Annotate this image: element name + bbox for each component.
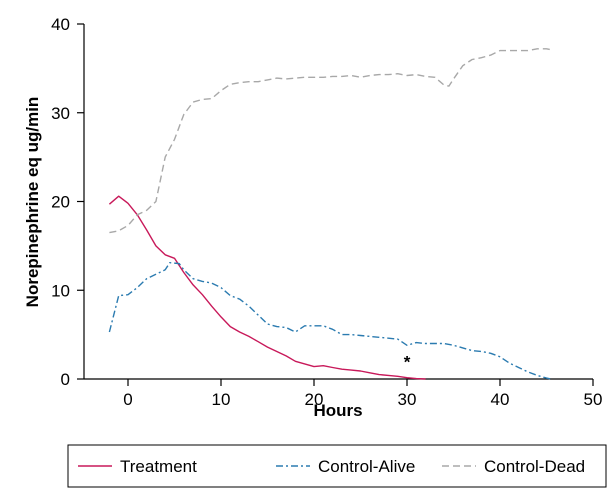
y-tick-label: 30 bbox=[51, 104, 70, 123]
axes bbox=[83, 24, 593, 380]
y-tick-label: 0 bbox=[61, 370, 70, 389]
series-line-control-dead bbox=[109, 48, 552, 234]
x-tick-label: 40 bbox=[491, 390, 510, 409]
legend-label-control-alive: Control-Alive bbox=[318, 457, 415, 476]
x-axis-ticks: 0 10 20 30 40 50 bbox=[123, 379, 602, 409]
y-axis-ticks: 0 10 20 30 40 bbox=[51, 15, 84, 389]
x-tick-label: 50 bbox=[584, 390, 603, 409]
x-tick-label: 10 bbox=[212, 390, 231, 409]
x-tick-label: 20 bbox=[305, 390, 324, 409]
series-layer bbox=[108, 48, 552, 380]
x-axis-title: Hours bbox=[313, 401, 362, 420]
legend-label-control-dead: Control-Dead bbox=[484, 457, 585, 476]
legend-label-treatment: Treatment bbox=[120, 457, 197, 476]
significance-asterisk: * bbox=[404, 352, 411, 371]
x-tick-label: 30 bbox=[398, 390, 417, 409]
y-tick-label: 20 bbox=[51, 193, 70, 212]
y-tick-label: 10 bbox=[51, 281, 70, 300]
y-tick-label: 40 bbox=[51, 15, 70, 34]
series-line-control-alive bbox=[108, 262, 552, 380]
x-tick-label: 0 bbox=[123, 390, 132, 409]
legend: Treatment Control-Alive Control-Dead bbox=[67, 444, 607, 488]
y-axis-title: Norepinephrine eq ug/min bbox=[23, 97, 42, 308]
series-line-treatment bbox=[108, 195, 426, 380]
legend-box bbox=[67, 444, 607, 488]
